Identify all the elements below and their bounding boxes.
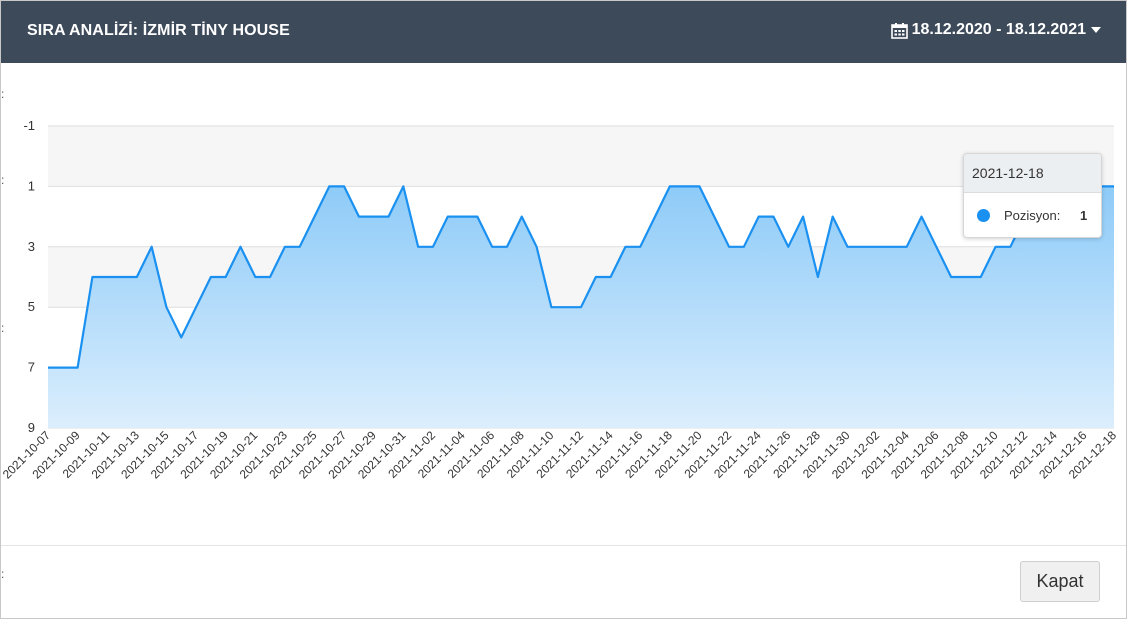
data-point [179,335,183,339]
data-point [801,215,805,219]
series-line [48,185,1114,369]
data-point [964,275,968,279]
data-point [416,245,420,249]
data-point [105,275,109,279]
series-marker-icon [977,209,990,222]
data-point [771,215,775,219]
data-point [579,305,583,309]
plot-band [48,126,1114,187]
data-point [283,245,287,249]
data-point [150,245,154,249]
data-point [846,245,850,249]
y-tick-label: -1 [23,118,35,133]
data-point [238,245,242,249]
data-point [668,184,672,188]
data-point [90,275,94,279]
y-tick-label: 9 [28,420,35,435]
data-point [875,245,879,249]
chart-tooltip: 2021-12-18 Pozisyon: 1 [963,153,1102,238]
data-point [76,366,80,370]
data-point [461,215,465,219]
data-point [757,215,761,219]
data-point [564,305,568,309]
data-point [920,215,924,219]
y-tick-label: 5 [28,299,35,314]
data-point [342,184,346,188]
data-point [253,275,257,279]
data-point [46,366,50,370]
footer-divider [1,545,1126,546]
data-point [742,245,746,249]
data-point [949,275,953,279]
data-point [401,184,405,188]
data-point [446,215,450,219]
edge-fragment: : [1,321,5,335]
data-point [1112,184,1116,188]
data-point [609,275,613,279]
tooltip-series-label: Pozisyon: [1004,208,1061,223]
edge-fragment: : [1,87,5,101]
data-point [683,184,687,188]
modal-header: SIRA ANALİZİ: İZMİR TİNY HOUSE 18.12.202… [1,1,1126,63]
data-point [860,245,864,249]
data-point [194,305,198,309]
calendar-icon [890,22,908,39]
data-point [1008,245,1012,249]
data-point [697,184,701,188]
data-point [786,245,790,249]
y-tick-label: 3 [28,239,35,254]
data-point [653,215,657,219]
data-point [357,215,361,219]
data-point [979,275,983,279]
data-point [727,245,731,249]
data-point [905,245,909,249]
plot-band [48,186,1114,247]
data-point [135,275,139,279]
data-point [831,215,835,219]
caret-down-icon [1090,26,1102,34]
data-point [431,245,435,249]
data-point [890,245,894,249]
data-point [934,245,938,249]
date-range-picker[interactable]: 18.12.2020 - 18.12.2021 [890,21,1102,39]
data-point [268,275,272,279]
data-point [549,305,553,309]
data-point [712,215,716,219]
data-point [313,215,317,219]
tooltip-value: 1 [1080,208,1088,223]
data-point [372,215,376,219]
modal-title: SIRA ANALİZİ: İZMİR TİNY HOUSE [27,22,290,39]
data-point [816,275,820,279]
y-tick-label: 7 [28,360,35,375]
data-point [520,215,524,219]
data-point [638,245,642,249]
tooltip-date: 2021-12-18 [964,154,1101,193]
data-point [535,245,539,249]
data-point [327,184,331,188]
close-button[interactable]: Kapat [1020,561,1100,602]
data-point [209,275,213,279]
data-point [475,215,479,219]
date-range-label: 18.12.2020 - 18.12.2021 [911,21,1086,38]
data-point [298,245,302,249]
data-point [61,366,65,370]
data-point [120,275,124,279]
y-tick-label: 1 [28,178,35,193]
data-point [224,275,228,279]
edge-fragment: : [1,567,5,581]
data-point [623,245,627,249]
data-point [594,275,598,279]
edge-fragment: : [1,173,5,187]
data-point [994,245,998,249]
data-point [387,215,391,219]
data-point [505,245,509,249]
data-point [164,305,168,309]
data-point [490,245,494,249]
